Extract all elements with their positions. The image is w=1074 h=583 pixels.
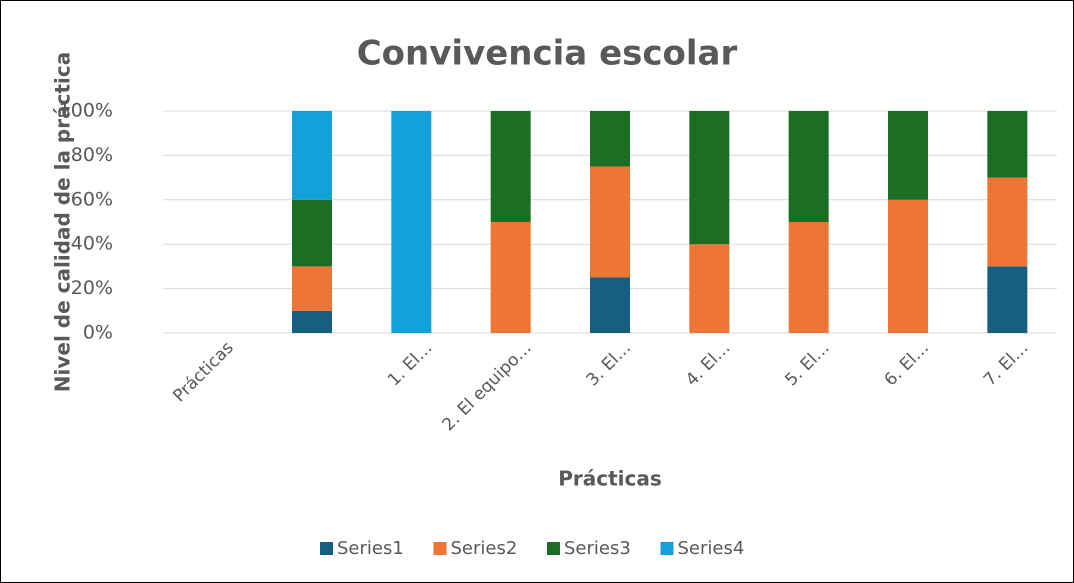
y-axis-title: Nivel de calidad de la práctica: [51, 52, 75, 392]
legend-label: Series3: [564, 538, 631, 559]
y-tick-label: 0%: [83, 322, 113, 344]
legend-label: Series4: [678, 538, 745, 559]
legend-label: Series2: [451, 538, 518, 559]
bar-segment: [888, 111, 928, 200]
legend-swatch: [547, 542, 560, 555]
bar-segment: [292, 199, 332, 267]
bar-segment: [987, 177, 1028, 267]
bar-segment: [788, 111, 829, 222]
bar-segment: [888, 199, 928, 333]
legend-swatch: [660, 542, 674, 555]
bar-segment: [490, 222, 531, 333]
bar-segment: [987, 266, 1028, 333]
y-tick-label: 100%: [59, 100, 113, 122]
y-tick-label: 60%: [71, 188, 113, 210]
bar-segment: [590, 277, 630, 333]
legend-swatch: [320, 542, 333, 555]
bar-segment: [292, 310, 332, 333]
bar-segment: [689, 244, 730, 333]
bar-segment: [490, 111, 531, 222]
bar-segment: [788, 222, 829, 333]
chart-title: Convivencia escolar: [357, 34, 738, 74]
bar-segment: [292, 111, 332, 200]
bar-segment: [590, 111, 630, 167]
x-axis-title: Prácticas: [558, 467, 662, 491]
bar-segment: [391, 111, 432, 333]
bar-segment: [987, 111, 1028, 178]
bar-segment: [292, 266, 332, 311]
bar-segment: [689, 111, 730, 245]
y-tick-label: 20%: [71, 277, 113, 299]
legend-swatch: [433, 542, 447, 555]
y-tick-label: 80%: [71, 144, 113, 166]
y-tick-label: 40%: [71, 233, 113, 255]
bar-segment: [590, 166, 630, 278]
legend-label: Series1: [337, 538, 404, 559]
